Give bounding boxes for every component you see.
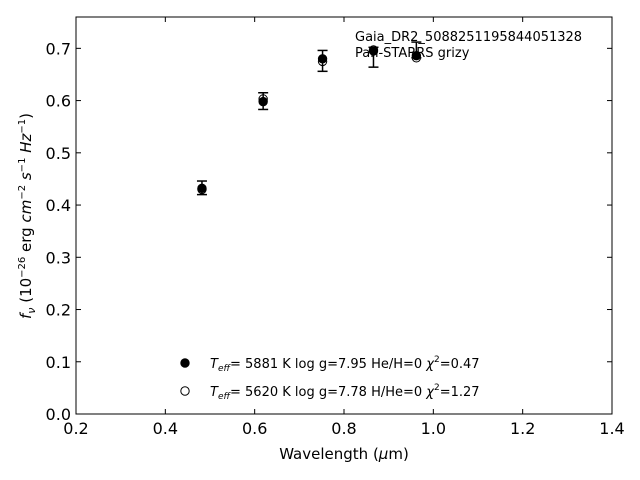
x-tick-label: 1.0 xyxy=(421,419,446,438)
x-tick-label: 0.2 xyxy=(63,419,88,438)
x-tick-label: 1.2 xyxy=(510,419,535,438)
legend-entry: Teff= 5881 K log g=7.95 He/H=0 χ2=0.47 xyxy=(210,355,480,374)
model-point-open xyxy=(317,56,328,67)
x-tick-label: 0.6 xyxy=(242,419,267,438)
legend-marker xyxy=(180,358,190,368)
y-ticks: 0.0 0.1 0.2 0.3 0.4 0.5 0.6 0.7 xyxy=(46,39,612,424)
y-tick-label: 0.7 xyxy=(46,39,71,58)
y-tick-label: 0.0 xyxy=(46,405,71,424)
model-point-open xyxy=(368,45,379,55)
axes xyxy=(75,16,613,415)
y-tick-label: 0.4 xyxy=(46,196,71,215)
model-point-filled xyxy=(317,54,328,64)
plot-frame xyxy=(75,16,613,415)
model-point-open xyxy=(411,53,422,63)
legend-marker xyxy=(180,386,190,396)
model-point-filled xyxy=(258,96,268,107)
model-point-open xyxy=(258,94,268,104)
x-tick-label: 0.8 xyxy=(331,419,356,438)
legend: Teff= 5881 K log g=7.95 He/H=0 χ2=0.47 Te… xyxy=(180,355,480,402)
data-points xyxy=(197,45,422,195)
annotation-survey: Pan-STARRS grizy xyxy=(355,46,470,61)
x-tick-label: 0.4 xyxy=(153,419,178,438)
x-axis-label: Wavelength (μm) xyxy=(279,445,409,463)
y-tick-label: 0.3 xyxy=(46,248,71,267)
y-tick-label: 0.5 xyxy=(46,144,71,163)
error-bars xyxy=(196,41,422,196)
model-point-open xyxy=(197,184,207,195)
x-ticks: 0.2 0.4 0.6 0.8 1.0 1.2 1.4 xyxy=(63,17,625,438)
annotation-object-name: Gaia_DR2_5088251195844051328 xyxy=(355,30,582,45)
y-tick-label: 0.1 xyxy=(46,353,71,372)
legend-entry: Teff= 5620 K log g=7.78 H/He=0 χ2=1.27 xyxy=(210,383,480,402)
y-tick-label: 0.6 xyxy=(46,92,71,111)
y-tick-label: 0.2 xyxy=(46,301,71,320)
y-axis-label: fν (10−26 erg cm−2 s−1 Hz−1) xyxy=(17,113,38,319)
x-tick-label: 1.4 xyxy=(599,419,624,438)
